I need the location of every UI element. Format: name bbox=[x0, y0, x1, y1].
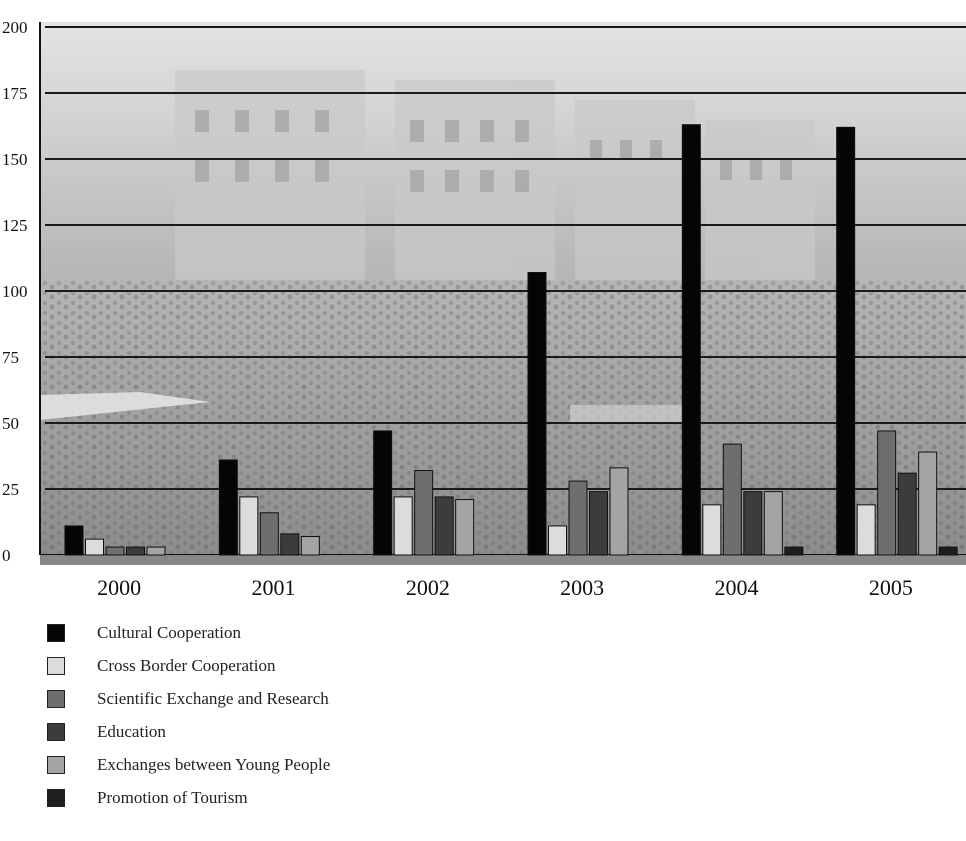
y-tick-label: 200 bbox=[2, 18, 28, 37]
bar-2000-0 bbox=[64, 525, 84, 556]
y-tick-label: 0 bbox=[2, 546, 11, 565]
bar-2001-3 bbox=[280, 533, 300, 556]
bar-2001-2 bbox=[259, 512, 279, 556]
bar-2004-3 bbox=[743, 491, 763, 556]
x-tick-label: 2000 bbox=[97, 575, 141, 600]
y-tick-label: 25 bbox=[2, 480, 19, 499]
y-tick-label: 100 bbox=[2, 282, 28, 301]
legend-swatch bbox=[47, 723, 65, 741]
y-tick-label: 75 bbox=[2, 348, 19, 367]
bar-2003-2 bbox=[568, 480, 588, 556]
bar-2005-0 bbox=[836, 126, 856, 556]
y-tick-label: 50 bbox=[2, 414, 19, 433]
legend-label: Cultural Cooperation bbox=[97, 623, 242, 642]
legend-swatch bbox=[47, 690, 65, 708]
legend-swatch bbox=[47, 756, 65, 774]
bars bbox=[64, 124, 958, 556]
bar-2000-4 bbox=[146, 546, 166, 556]
bar-chart-plot: 0 25 50 75 100 125 150 175 200 2000 2001 2002 2003 20… bbox=[2, 18, 966, 600]
bar-2002-1 bbox=[393, 496, 413, 556]
x-tick-label: 2002 bbox=[406, 575, 450, 600]
bar-2002-4 bbox=[455, 499, 475, 556]
background-photo bbox=[40, 22, 966, 556]
bar-2001-0 bbox=[218, 459, 238, 556]
bar-2002-3 bbox=[434, 496, 454, 556]
bar-2000-2 bbox=[105, 546, 125, 556]
bar-2003-4 bbox=[609, 467, 629, 556]
legend-swatch bbox=[47, 657, 65, 675]
legend-label: Scientific Exchange and Research bbox=[97, 689, 329, 708]
bar-2000-1 bbox=[85, 538, 104, 556]
bar-2005-5 bbox=[938, 546, 958, 556]
bar-2003-1 bbox=[548, 525, 567, 556]
bar-2003-0 bbox=[527, 272, 547, 556]
x-tick-label: 2003 bbox=[560, 575, 604, 600]
y-tick-label: 125 bbox=[2, 216, 28, 235]
x-tick-label: 2005 bbox=[869, 575, 913, 600]
bar-2004-1 bbox=[702, 504, 722, 556]
bar-2002-2 bbox=[414, 470, 434, 556]
bar-2002-0 bbox=[373, 430, 393, 556]
x-axis-floor bbox=[40, 555, 966, 565]
legend-label: Cross Border Cooperation bbox=[97, 656, 276, 675]
legend-label: Education bbox=[97, 722, 166, 741]
legend-swatch bbox=[47, 624, 65, 642]
bar-2001-4 bbox=[300, 536, 320, 556]
y-tick-label: 175 bbox=[2, 84, 28, 103]
y-tick-label: 150 bbox=[2, 150, 28, 169]
axes bbox=[39, 22, 966, 565]
bar-2004-0 bbox=[681, 124, 701, 556]
bar-2004-4 bbox=[763, 491, 783, 556]
bar-2005-4 bbox=[918, 451, 938, 556]
grid bbox=[45, 26, 966, 490]
bar-2005-2 bbox=[877, 430, 897, 556]
bar-2005-1 bbox=[856, 504, 876, 556]
legend-label: Promotion of Tourism bbox=[97, 788, 248, 807]
x-tick-label: 2004 bbox=[715, 575, 759, 600]
bar-2001-1 bbox=[239, 496, 259, 556]
legend-label: Exchanges between Young People bbox=[97, 755, 331, 774]
bar-2005-3 bbox=[897, 472, 917, 556]
bar-2004-5 bbox=[784, 546, 804, 556]
x-tick-label: 2001 bbox=[252, 575, 296, 600]
legend-swatch bbox=[47, 789, 65, 807]
tick-labels: 0 25 50 75 100 125 150 175 200 2000 2001 2002 2003 20… bbox=[2, 18, 913, 600]
bar-2003-3 bbox=[589, 491, 608, 556]
bar-2000-3 bbox=[126, 546, 145, 556]
bar-2004-2 bbox=[722, 443, 742, 556]
